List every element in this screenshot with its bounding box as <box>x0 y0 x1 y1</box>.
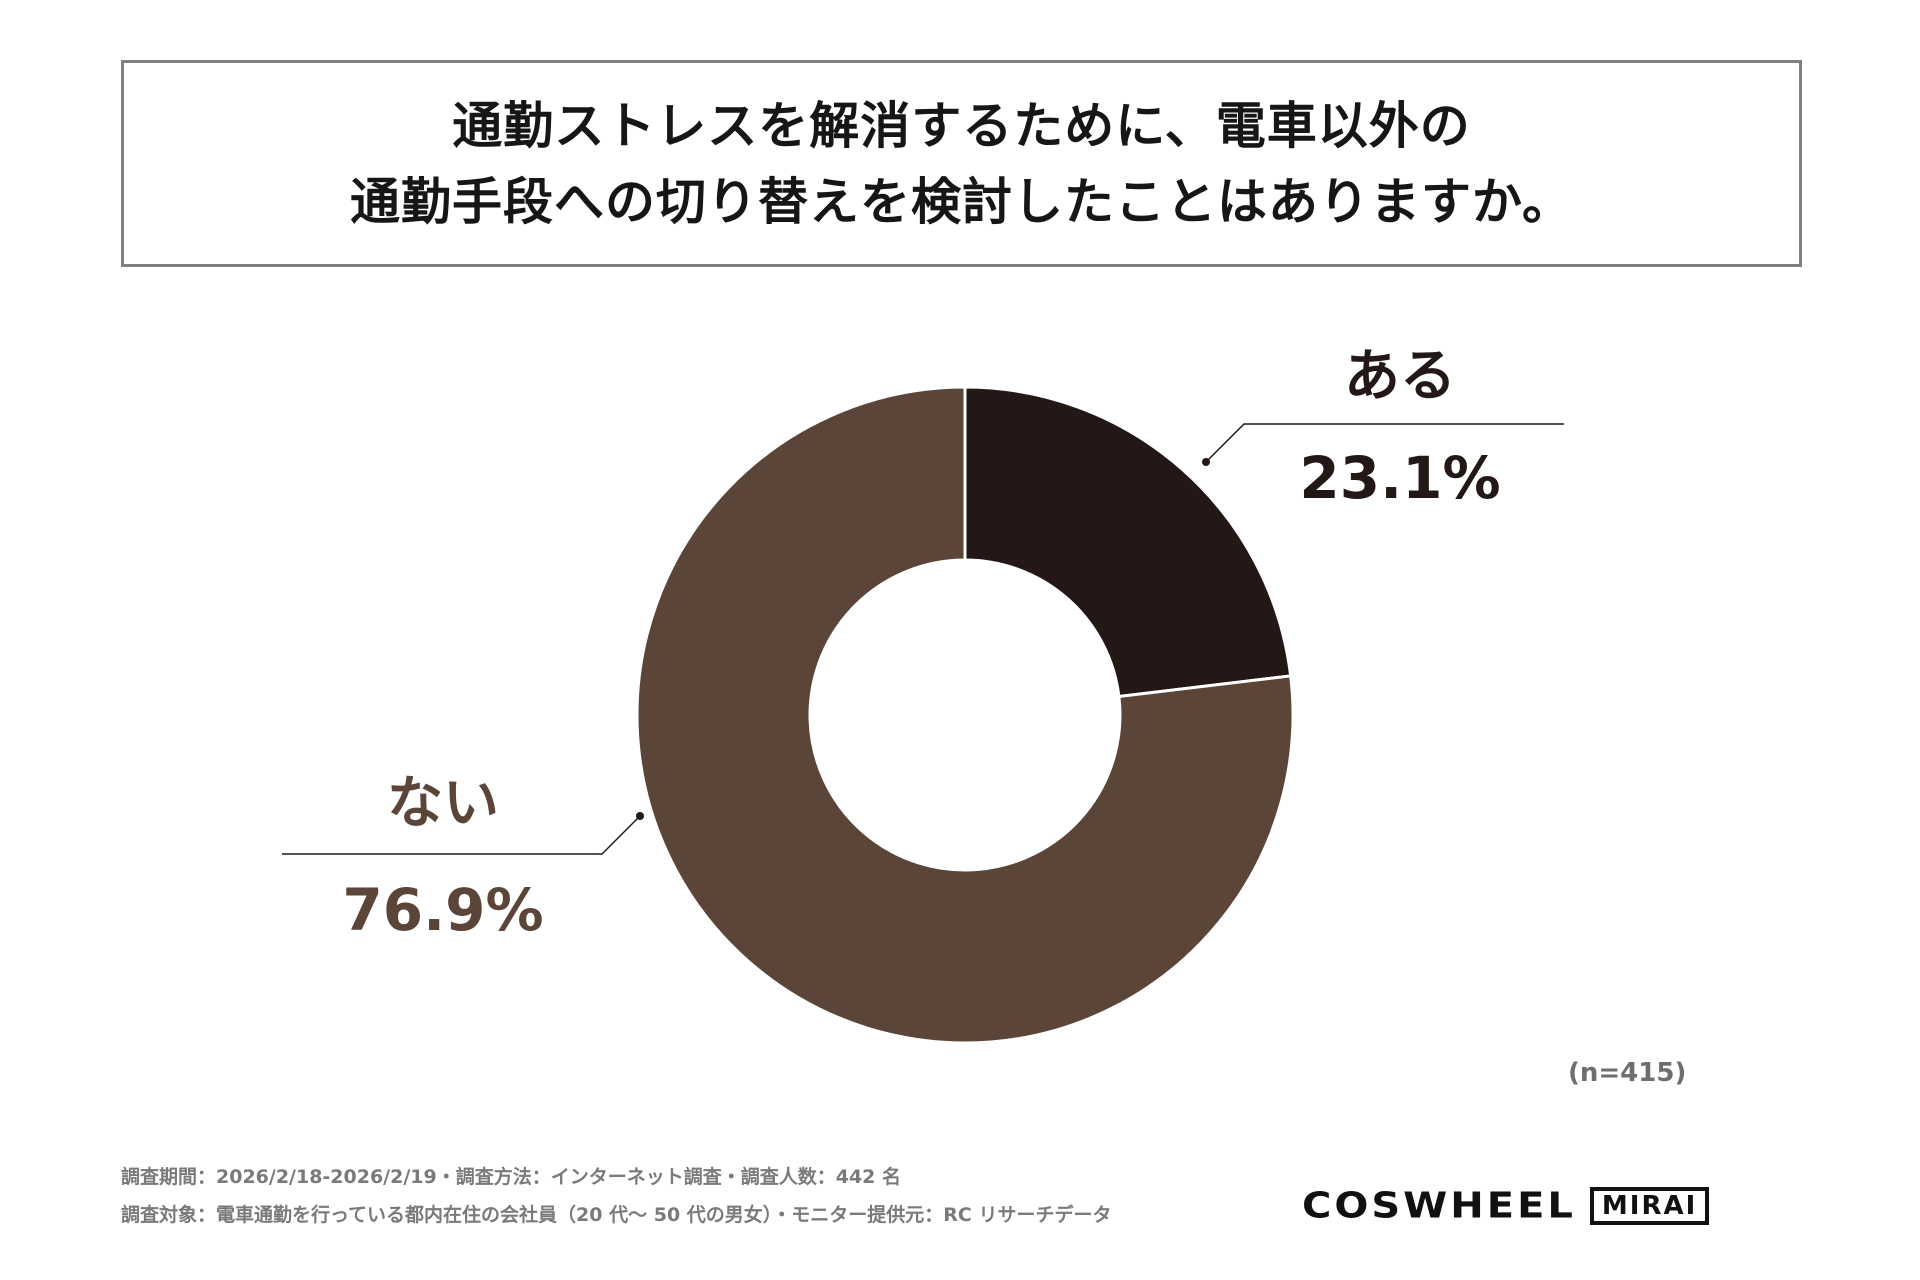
leader-dot-1 <box>636 812 644 820</box>
brand-logo: COSWHEEL MIRAI <box>1302 1183 1710 1229</box>
leader-line-1 <box>282 815 641 855</box>
slice-value-label-0: 23.1% <box>1299 444 1500 512</box>
chart-title-line-1: 通勤ストレスを解消するために、電車以外の <box>452 96 1471 155</box>
chart-title-line-2: 通勤手段への切り替えを検討したことはありますか。 <box>350 172 1573 231</box>
donut-slice-0 <box>963 385 1293 699</box>
slice-value-label-1: 76.9% <box>342 876 543 944</box>
survey-info-line-1: 調査期間：2026/2/18-2026/2/19・調査方法：インターネット調査・… <box>121 1166 902 1188</box>
leader-line-0 <box>1205 423 1564 463</box>
slice-label-group-1: ない 76.9% <box>282 771 644 944</box>
slice-label-group-0: ある 23.1% <box>1202 344 1564 512</box>
chart-title-box: 通勤ストレスを解消するために、電車以外の 通勤手段への切り替えを検討したことはあ… <box>121 60 1802 267</box>
sample-size-note: (n=415) <box>1568 1058 1687 1088</box>
slice-label-0: ある <box>1344 344 1456 409</box>
slice-label-1: ない <box>387 771 499 836</box>
survey-info-line-2: 調査対象：電車通勤を行っている都内在住の会社員（20 代～ 50 代の男女）・モ… <box>121 1204 1112 1226</box>
brand-sub: MIRAI <box>1589 1187 1710 1225</box>
brand-name: COSWHEEL <box>1302 1185 1576 1227</box>
leader-dot-0 <box>1202 458 1210 466</box>
donut-slice-1 <box>635 385 1295 1045</box>
